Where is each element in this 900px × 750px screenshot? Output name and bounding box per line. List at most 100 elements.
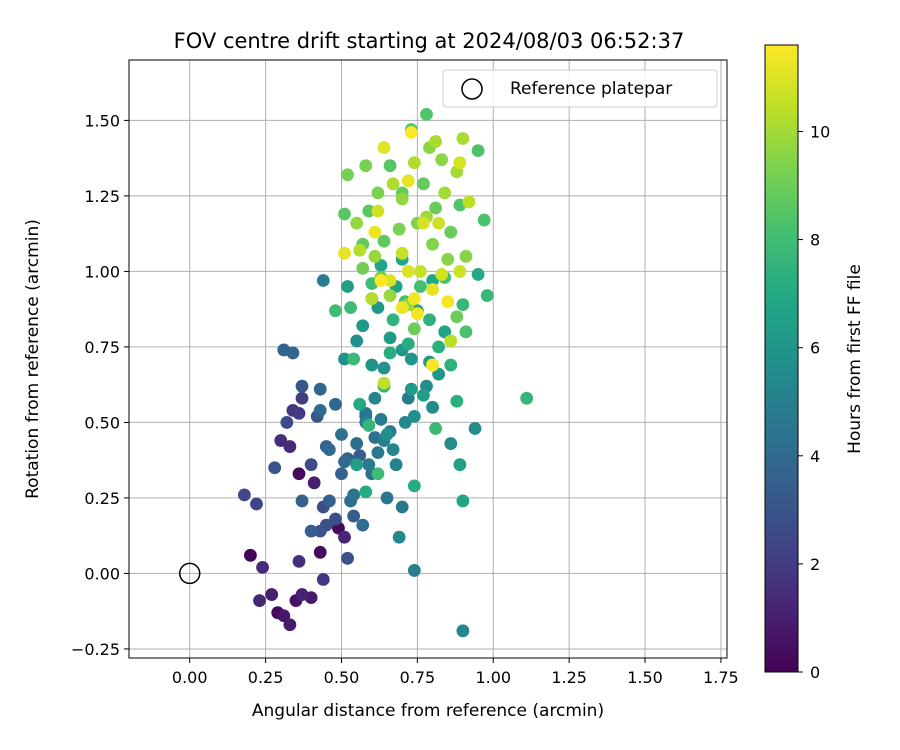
grid-lines bbox=[129, 60, 727, 658]
colorbar bbox=[764, 44, 799, 673]
data-point bbox=[429, 201, 442, 215]
data-point bbox=[444, 437, 458, 450]
data-point bbox=[347, 509, 361, 523]
data-point bbox=[368, 225, 382, 239]
data-point bbox=[356, 261, 370, 275]
colorbar-tick-label: 2 bbox=[810, 555, 820, 574]
data-point bbox=[438, 325, 452, 339]
data-point bbox=[383, 159, 397, 173]
data-point bbox=[417, 388, 430, 402]
data-point bbox=[322, 494, 336, 508]
data-point bbox=[404, 382, 418, 396]
data-point bbox=[480, 289, 494, 302]
data-point bbox=[274, 434, 288, 447]
data-point bbox=[380, 491, 394, 505]
data-point bbox=[401, 337, 415, 351]
colorbar-tick-label: 0 bbox=[810, 663, 820, 682]
data-point bbox=[441, 252, 455, 266]
data-point bbox=[477, 213, 491, 227]
data-point bbox=[362, 458, 376, 472]
x-tick-label: 1.75 bbox=[703, 668, 739, 687]
data-point bbox=[295, 391, 309, 405]
y-tick-label: 0.50 bbox=[84, 413, 120, 432]
data-point bbox=[350, 458, 364, 472]
data-point bbox=[471, 144, 485, 158]
data-point bbox=[444, 358, 458, 372]
data-point bbox=[404, 126, 418, 139]
data-point bbox=[444, 225, 458, 239]
y-tick-label: −0.25 bbox=[71, 640, 120, 659]
data-point bbox=[374, 413, 388, 426]
data-point bbox=[468, 422, 482, 435]
data-point bbox=[432, 340, 446, 354]
data-point bbox=[371, 204, 385, 218]
data-point bbox=[462, 195, 476, 209]
data-point bbox=[392, 530, 406, 544]
colorbar-tick-label: 4 bbox=[810, 447, 820, 466]
data-point bbox=[371, 301, 385, 315]
data-point bbox=[383, 346, 397, 360]
data-point bbox=[295, 588, 309, 601]
data-point bbox=[450, 394, 464, 408]
data-point bbox=[356, 518, 370, 532]
data-point bbox=[407, 564, 421, 577]
data-point bbox=[426, 274, 439, 287]
data-point bbox=[350, 334, 364, 348]
data-point bbox=[426, 358, 439, 372]
data-point bbox=[359, 159, 373, 173]
data-point bbox=[350, 216, 364, 230]
legend-box bbox=[442, 69, 718, 108]
data-point bbox=[329, 512, 342, 526]
data-point bbox=[432, 216, 446, 230]
data-point bbox=[380, 428, 394, 441]
data-point bbox=[313, 382, 327, 396]
data-point bbox=[371, 186, 385, 200]
data-point bbox=[359, 406, 373, 420]
data-point bbox=[377, 234, 391, 248]
data-point bbox=[286, 346, 300, 360]
data-point bbox=[450, 310, 464, 324]
data-point bbox=[313, 545, 327, 559]
data-point bbox=[295, 379, 309, 393]
x-axis-label: Angular distance from reference (arcmin) bbox=[252, 701, 604, 721]
data-point bbox=[347, 488, 361, 502]
x-tick-label: 1.00 bbox=[475, 668, 511, 687]
x-axis-ticks: 0.00 0.25 0.50 0.75 1.00 1.25 1.50 1.75 bbox=[172, 658, 739, 687]
x-tick-label: 1.50 bbox=[627, 668, 663, 687]
data-point bbox=[453, 458, 467, 472]
data-point bbox=[435, 268, 449, 281]
legend: Reference platepar bbox=[442, 69, 718, 108]
data-point bbox=[423, 313, 436, 327]
data-point bbox=[368, 249, 382, 263]
y-tick-label: 1.50 bbox=[84, 111, 120, 130]
y-axis-ticks: −0.25 0.00 0.25 0.50 0.75 1.00 1.25 1.50 bbox=[71, 111, 129, 659]
data-point bbox=[407, 156, 421, 170]
data-point bbox=[417, 177, 430, 191]
data-point bbox=[313, 524, 327, 538]
data-point bbox=[341, 280, 354, 293]
data-point bbox=[401, 265, 415, 278]
data-point bbox=[347, 352, 361, 366]
data-point bbox=[329, 397, 342, 411]
data-point bbox=[344, 301, 357, 315]
data-point bbox=[441, 295, 455, 309]
data-point bbox=[410, 307, 424, 321]
data-point bbox=[307, 476, 321, 490]
data-point bbox=[383, 274, 397, 287]
legend-reference-marker bbox=[461, 78, 483, 100]
data-point bbox=[277, 609, 291, 623]
y-tick-label: 1.25 bbox=[84, 187, 120, 206]
data-point bbox=[395, 192, 409, 206]
data-point bbox=[383, 289, 397, 302]
data-point bbox=[404, 352, 418, 366]
y-tick-label: 0.00 bbox=[84, 564, 120, 583]
data-points bbox=[178, 107, 534, 638]
data-point bbox=[386, 177, 400, 191]
data-point bbox=[426, 400, 439, 414]
chart-title: FOV centre drift starting at 2024/08/03 … bbox=[174, 29, 685, 53]
data-point bbox=[395, 500, 409, 514]
data-point bbox=[392, 222, 406, 236]
data-point bbox=[338, 246, 351, 260]
data-point bbox=[292, 467, 306, 481]
